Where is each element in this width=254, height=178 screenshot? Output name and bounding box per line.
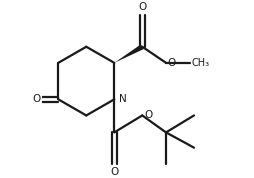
Text: O: O (168, 58, 176, 68)
Polygon shape (114, 44, 144, 63)
Text: N: N (119, 94, 127, 104)
Text: O: O (110, 167, 118, 177)
Text: CH₃: CH₃ (192, 58, 210, 68)
Text: O: O (138, 2, 146, 12)
Text: O: O (144, 110, 152, 121)
Text: O: O (32, 94, 40, 104)
